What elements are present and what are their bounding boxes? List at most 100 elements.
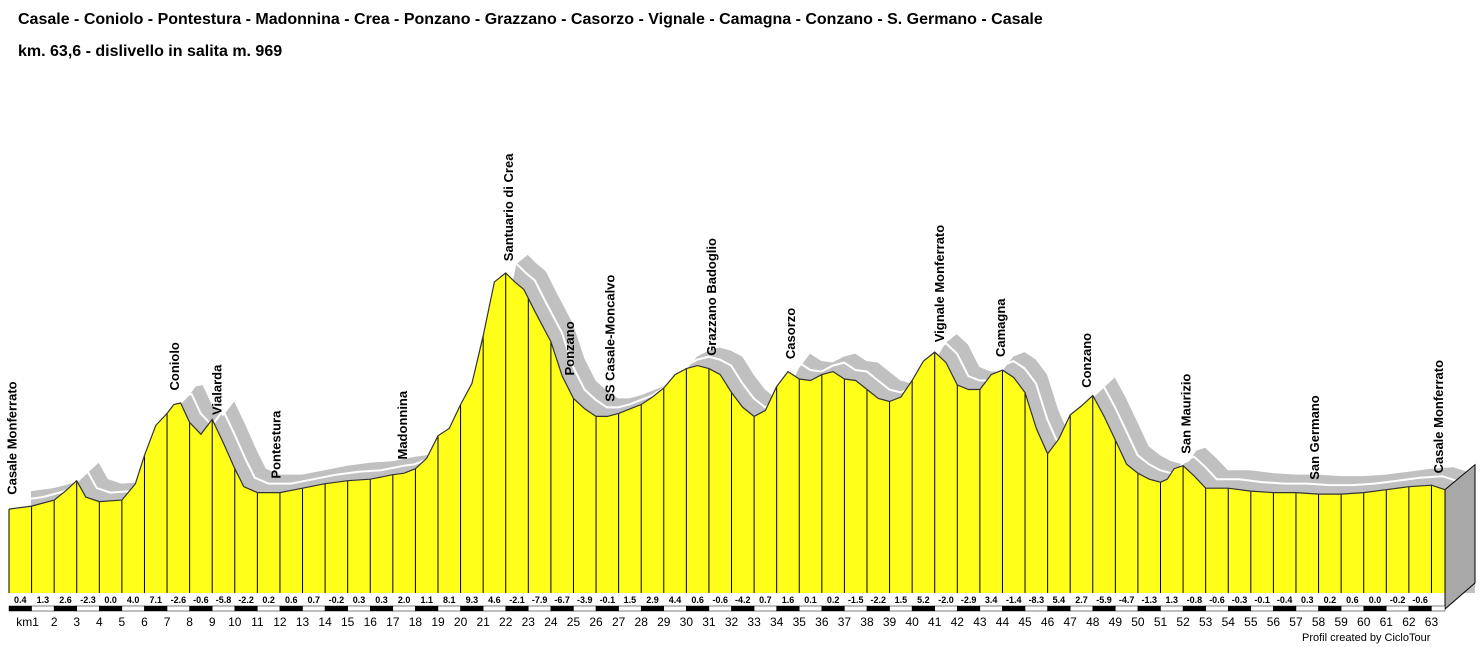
gradient-label: 1.6 — [782, 595, 795, 605]
gradient-label: -0.6 — [1209, 595, 1225, 605]
scale-segment — [505, 605, 529, 612]
gradient-label: 3.4 — [985, 595, 998, 605]
gradient-label: 1.5 — [895, 595, 908, 605]
km-tick-label: 13 — [296, 615, 310, 629]
scale-segment — [640, 605, 665, 612]
scale-segment — [957, 605, 981, 612]
gradient-label: -1.4 — [1006, 595, 1022, 605]
waypoint-label: Vignale Monferrato — [932, 225, 947, 343]
scale-segment — [911, 605, 935, 612]
scale-segment — [663, 605, 687, 612]
km-tick-label: 2 — [51, 615, 58, 629]
chart-subtitle: km. 63,6 - dislivello in salita m. 969 — [18, 43, 283, 60]
credit-text: Profil created by CicloTour — [1302, 632, 1431, 644]
gradient-label: 1.5 — [624, 595, 637, 605]
gradient-label: 2.6 — [59, 595, 72, 605]
scale-segment — [776, 605, 800, 612]
km-tick-label: 36 — [815, 615, 829, 629]
scale-segment — [686, 605, 710, 612]
km-tick-label: 5 — [119, 615, 126, 629]
km-tick-label: 3 — [73, 615, 80, 629]
gradient-label: -2.1 — [509, 595, 525, 605]
scale-segment — [121, 605, 145, 612]
km-tick-label: 41 — [928, 615, 942, 629]
waypoint-label: Coniolo — [167, 342, 182, 390]
scale-segment — [482, 605, 506, 612]
waypoint-label: Pontestura — [268, 410, 283, 479]
km-tick-label: 6 — [141, 615, 148, 629]
gradient-label: -5.9 — [1096, 595, 1112, 605]
waypoint-label: Grazzano Badoglio — [704, 238, 719, 356]
scale-segment — [1115, 605, 1139, 612]
km-tick-label: 59 — [1334, 615, 1348, 629]
waypoint-label: Madonnina — [395, 390, 410, 459]
km-tick-label: 32 — [725, 615, 739, 629]
gradient-label: 0.0 — [104, 595, 117, 605]
gradient-label: 0.4 — [14, 595, 27, 605]
km-tick-label: 61 — [1380, 615, 1394, 629]
km-tick-label: 25 — [567, 615, 581, 629]
km-tick-label: 37 — [838, 615, 852, 629]
gradient-label: 8.1 — [443, 595, 456, 605]
gradient-label: -0.1 — [1254, 595, 1270, 605]
km-tick-label: 44 — [996, 615, 1010, 629]
scale-segment — [166, 605, 190, 612]
km-tick-label: 12 — [273, 615, 287, 629]
km-tick-label: 23 — [522, 615, 536, 629]
scale-segment — [1363, 605, 1387, 612]
scale-segment — [1002, 605, 1026, 612]
km-tick-label: 34 — [770, 615, 784, 629]
scale-segment — [528, 605, 552, 612]
scale-segment — [618, 605, 642, 612]
km-tick-label: 58 — [1312, 615, 1326, 629]
gradient-label: -1.5 — [848, 595, 864, 605]
km-tick-label: 11 — [251, 615, 264, 629]
gradient-label: -0.6 — [712, 595, 728, 605]
scale-segment — [1431, 605, 1446, 612]
km-tick-label: 17 — [386, 615, 400, 629]
gradient-label: 2.7 — [1075, 595, 1088, 605]
scale-segment — [1024, 605, 1048, 612]
scale-segment — [1227, 605, 1252, 612]
km-tick-label: 14 — [318, 615, 332, 629]
scale-segment — [573, 605, 597, 612]
scale-segment — [1273, 605, 1297, 612]
km-tick-label: 49 — [1109, 615, 1123, 629]
scale-segment — [1295, 605, 1319, 612]
gradient-label: -0.8 — [1187, 595, 1203, 605]
km-tick-label: 30 — [680, 615, 694, 629]
scale-segment — [437, 605, 461, 612]
waypoint-label: Ponzano — [562, 321, 577, 375]
waypoint-label: Casale Monferrato — [4, 381, 19, 494]
scale-segment — [595, 605, 619, 612]
profile-shadow-highlight — [19, 262, 1457, 502]
gradient-label: 0.2 — [1324, 595, 1337, 605]
gradient-label: -0.2 — [329, 595, 345, 605]
scale-segment — [1408, 605, 1432, 612]
gradient-label: -2.2 — [871, 595, 887, 605]
gradient-label: -2.9 — [961, 595, 977, 605]
scale-segment — [144, 605, 168, 612]
km-tick-label: 24 — [544, 615, 558, 629]
km-tick-label: 19 — [431, 615, 445, 629]
km-tick-label: 9 — [209, 615, 216, 629]
gradient-label: -8.3 — [1029, 595, 1045, 605]
scale-segment — [1250, 605, 1274, 612]
waypoint-label: Casale Monferrato — [1431, 360, 1446, 473]
gradient-label: -2.3 — [80, 595, 96, 605]
km-tick-label: 54 — [1222, 615, 1236, 629]
scale-segment — [1047, 605, 1071, 612]
scale-segment — [1069, 605, 1094, 612]
scale-segment — [279, 605, 303, 612]
scale-segment — [550, 605, 574, 612]
scale-segment — [347, 605, 371, 612]
km-tick-label: 16 — [364, 615, 378, 629]
chart-title: Casale - Coniolo - Pontestura - Madonnin… — [18, 11, 1043, 28]
scale-segment — [979, 605, 1003, 612]
scale-segment — [708, 605, 732, 612]
km-tick-label: 7 — [164, 615, 171, 629]
waypoint-labels: Casale Monferrato Coniolo Vialarda Pontestu… — [4, 153, 1446, 495]
gradient-label: 0.7 — [308, 595, 321, 605]
gradient-label: 7.1 — [150, 595, 163, 605]
